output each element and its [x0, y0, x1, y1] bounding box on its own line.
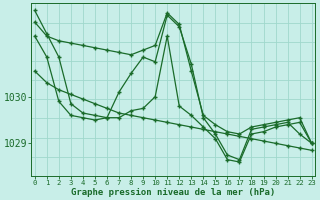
- X-axis label: Graphe pression niveau de la mer (hPa): Graphe pression niveau de la mer (hPa): [71, 188, 275, 197]
